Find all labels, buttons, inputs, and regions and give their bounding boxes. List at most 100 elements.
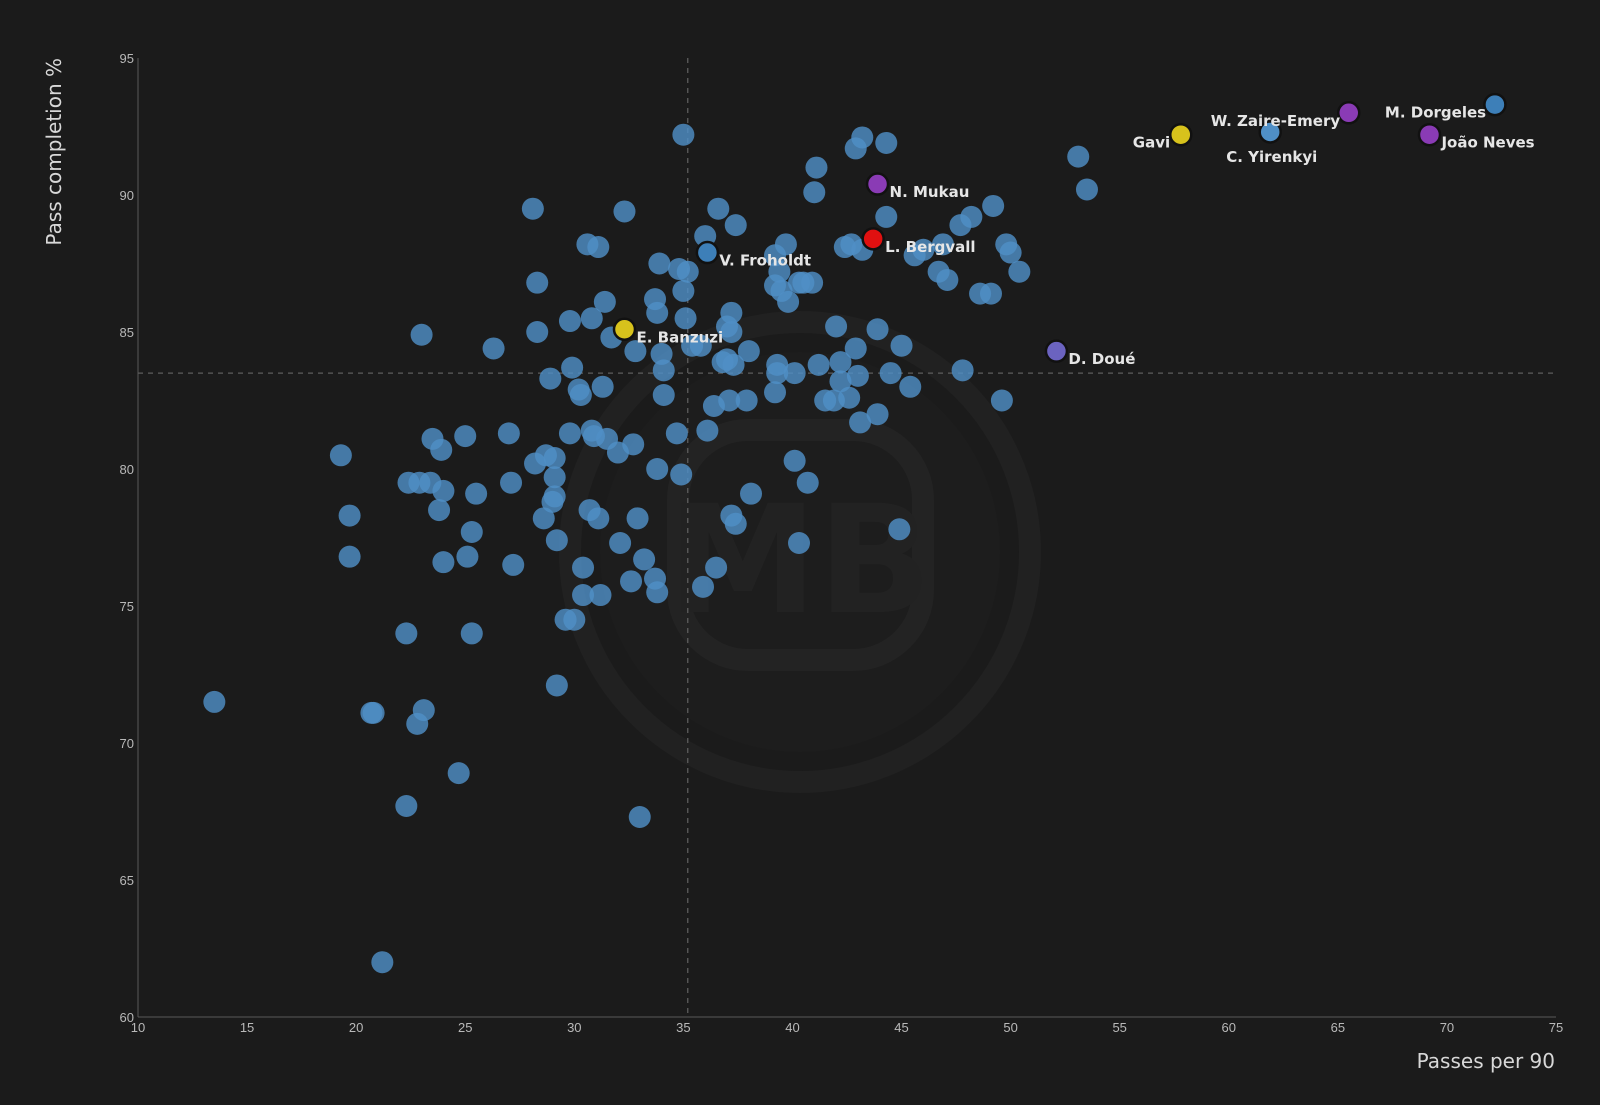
point-label: C. Yirenkyi	[1226, 148, 1317, 166]
data-point	[543, 466, 566, 489]
data-point	[936, 268, 959, 291]
data-point	[844, 337, 867, 360]
data-point	[500, 471, 523, 494]
data-point	[609, 531, 632, 554]
data-point	[899, 375, 922, 398]
y-tick-label: 85	[120, 325, 134, 340]
x-tick-label: 25	[458, 1020, 472, 1035]
data-point	[545, 674, 568, 697]
data-point	[454, 425, 477, 448]
data-point	[572, 556, 595, 579]
data-point	[783, 449, 806, 472]
data-point	[735, 389, 758, 412]
data-point	[203, 690, 226, 713]
data-point	[648, 252, 671, 275]
data-point	[931, 233, 954, 256]
data-point	[672, 123, 695, 146]
data-point	[951, 359, 974, 382]
y-axis-label: Pass completion %	[42, 58, 66, 246]
data-point	[1067, 145, 1090, 168]
point-label: M. Dorgeles	[1385, 104, 1486, 122]
data-point	[532, 507, 555, 530]
x-tick-label: 65	[1331, 1020, 1345, 1035]
data-point	[447, 762, 470, 785]
data-point	[696, 419, 719, 442]
data-point	[521, 197, 544, 220]
data-point	[589, 584, 612, 607]
data-point	[774, 233, 797, 256]
highlighted-point	[1337, 101, 1361, 125]
data-point	[626, 507, 649, 530]
point-label: Gavi	[1133, 134, 1170, 152]
data-point	[705, 556, 728, 579]
data-point	[561, 356, 584, 379]
data-point	[395, 622, 418, 645]
highlighted-point	[861, 227, 885, 251]
x-tick-label: 50	[1003, 1020, 1017, 1035]
data-point	[888, 518, 911, 541]
data-point	[796, 471, 819, 494]
highlighted-point	[1044, 339, 1069, 363]
data-point	[497, 422, 520, 445]
data-point	[620, 570, 643, 593]
x-tick-label: 35	[676, 1020, 690, 1035]
data-point	[768, 260, 791, 283]
data-point	[866, 403, 889, 426]
data-point	[788, 531, 811, 554]
data-point	[692, 575, 715, 598]
data-point	[777, 290, 800, 313]
y-tick-label: 80	[120, 462, 134, 477]
data-point	[689, 334, 712, 357]
data-point	[587, 236, 610, 259]
data-point	[879, 362, 902, 385]
data-point	[587, 507, 610, 530]
data-point	[580, 307, 603, 330]
data-point	[460, 521, 483, 544]
point-label: V. Froholdt	[719, 252, 811, 270]
data-point	[665, 422, 688, 445]
x-tick-label: 15	[240, 1020, 254, 1035]
data-point	[652, 384, 675, 407]
data-point	[740, 482, 763, 505]
data-point	[674, 307, 697, 330]
x-tick-label: 10	[131, 1020, 145, 1035]
data-point	[979, 282, 1002, 305]
y-tick-label: 90	[120, 188, 134, 203]
data-point	[558, 422, 581, 445]
highlighted-point	[1417, 122, 1442, 147]
data-point	[430, 438, 453, 461]
data-point	[526, 321, 549, 343]
point-label: W. Zaire-Emery	[1211, 112, 1341, 130]
data-point	[593, 290, 616, 313]
data-point	[624, 340, 647, 363]
data-point	[724, 214, 747, 237]
data-point	[912, 238, 935, 261]
data-point	[720, 321, 743, 343]
y-tick-label: 95	[120, 51, 134, 66]
data-point	[428, 499, 451, 522]
highlighted-point	[1258, 120, 1282, 144]
data-point	[558, 310, 581, 333]
data-point	[990, 389, 1013, 412]
y-tick-label: 65	[120, 873, 134, 888]
data-point	[410, 323, 433, 346]
highlighted-points	[612, 92, 1507, 363]
data-point	[807, 353, 830, 376]
point-label: N. Mukau	[890, 183, 970, 201]
data-point	[502, 553, 525, 576]
x-tick-label: 40	[785, 1020, 799, 1035]
data-point	[724, 512, 747, 535]
data-point	[545, 529, 568, 552]
data-point	[329, 444, 352, 467]
data-point	[362, 701, 385, 724]
data-point	[676, 260, 699, 283]
x-tick-label: 20	[349, 1020, 363, 1035]
data-point	[866, 318, 889, 341]
data-point	[465, 482, 488, 505]
data-point	[982, 194, 1005, 217]
data-point	[670, 463, 693, 486]
point-labels: M. Dorgeles W. Zaire-Emery João Neves Gavi C…	[636, 104, 1534, 369]
data-point	[646, 301, 669, 324]
data-point	[412, 699, 435, 722]
data-point	[829, 351, 852, 374]
